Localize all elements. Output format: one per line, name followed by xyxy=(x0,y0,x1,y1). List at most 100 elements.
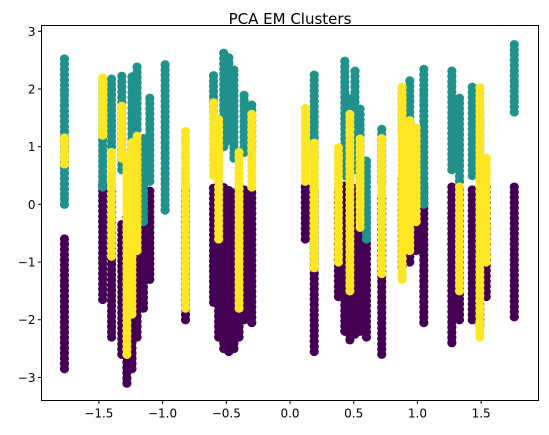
data-point xyxy=(454,93,465,103)
data-point xyxy=(59,133,70,143)
cluster-1-column xyxy=(132,62,142,134)
data-point xyxy=(106,147,117,158)
y-tick-label: 2 xyxy=(28,82,36,96)
data-point xyxy=(509,39,519,50)
data-point xyxy=(405,76,415,86)
x-tick-label: −1.0 xyxy=(148,407,177,421)
cluster-1-column xyxy=(229,65,239,163)
cluster-2-column xyxy=(132,131,142,256)
cluster-2-column xyxy=(345,109,355,296)
cluster-2-column xyxy=(214,114,224,244)
x-axis: −1.5 −1.0 −0.5 0.0 0.5 1.0 1.5 xyxy=(84,400,491,421)
x-tick-label: −0.5 xyxy=(212,407,241,421)
data-point xyxy=(355,134,365,144)
cluster-2-column xyxy=(355,134,365,233)
x-tick-label: 1.0 xyxy=(408,407,427,421)
chart-title: PCA EM Clusters xyxy=(229,10,352,28)
data-point xyxy=(214,114,224,125)
cluster-2-series xyxy=(59,73,491,359)
y-tick-label: 3 xyxy=(28,25,36,39)
data-point xyxy=(132,131,142,141)
cluster-2-column xyxy=(333,143,344,267)
data-point xyxy=(419,64,429,74)
data-point xyxy=(106,74,117,84)
cluster-0-column xyxy=(98,180,108,305)
data-point xyxy=(355,104,365,114)
data-point xyxy=(447,66,457,76)
x-tick-label: 0.5 xyxy=(344,407,363,421)
cluster-0-column xyxy=(509,182,519,322)
cluster-0-column xyxy=(467,185,477,325)
data-point xyxy=(59,234,70,244)
data-point xyxy=(411,123,421,133)
data-point xyxy=(98,73,108,83)
cluster-2-column xyxy=(481,153,491,267)
data-point xyxy=(224,53,234,63)
data-point xyxy=(229,65,239,75)
cluster-1-column xyxy=(467,82,477,181)
data-point xyxy=(234,147,244,158)
data-point xyxy=(377,124,387,134)
cluster-0-column xyxy=(59,234,70,374)
data-point xyxy=(208,98,219,108)
data-point xyxy=(405,116,415,126)
cluster-2-column xyxy=(377,133,387,279)
data-point xyxy=(239,90,249,100)
x-tick-label: −1.5 xyxy=(84,407,113,421)
y-tick-label: −3 xyxy=(18,371,36,385)
cluster-2-column xyxy=(300,103,310,186)
cluster-1-column xyxy=(160,60,170,215)
cluster-2-column xyxy=(234,147,244,313)
scatter-points xyxy=(59,39,519,388)
cluster-2-column xyxy=(247,109,257,192)
cluster-0-column xyxy=(247,188,257,328)
data-point xyxy=(117,71,127,81)
data-point xyxy=(247,109,257,119)
y-tick-label: 1 xyxy=(28,140,36,154)
y-tick-label: −2 xyxy=(18,313,36,327)
x-tick-label: 1.5 xyxy=(472,407,491,421)
cluster-2-column xyxy=(454,182,465,296)
y-tick-label: 0 xyxy=(28,198,36,212)
data-point xyxy=(309,70,319,80)
cluster-2-column xyxy=(98,73,108,140)
data-point xyxy=(475,83,485,93)
data-point xyxy=(509,182,519,192)
cluster-2-column xyxy=(309,138,319,273)
data-point xyxy=(247,100,257,110)
cluster-2-column xyxy=(411,123,421,227)
cluster-0-column xyxy=(300,182,310,244)
cluster-1-column xyxy=(454,93,465,186)
data-point xyxy=(397,82,407,92)
data-point xyxy=(160,60,170,70)
data-point xyxy=(454,182,465,192)
x-tick-label: 0.0 xyxy=(280,407,299,421)
data-point xyxy=(481,153,491,163)
data-point xyxy=(59,54,70,64)
y-tick-label: −1 xyxy=(18,256,36,270)
cluster-1-column xyxy=(145,93,155,186)
data-point xyxy=(345,109,355,119)
cluster-2-column xyxy=(180,127,191,313)
data-point xyxy=(208,71,219,81)
data-point xyxy=(350,66,360,76)
data-point xyxy=(300,103,310,114)
cluster-0-column xyxy=(447,182,457,348)
cluster-2-column xyxy=(106,147,117,261)
cluster-2-column xyxy=(59,133,70,169)
data-point xyxy=(467,82,477,92)
data-point xyxy=(309,138,319,148)
y-axis: −3 −2 −1 0 1 2 3 xyxy=(18,25,42,385)
data-point xyxy=(117,101,127,111)
data-point xyxy=(340,56,350,66)
data-point xyxy=(145,93,155,103)
cluster-1-column xyxy=(59,54,70,209)
cluster-2-column xyxy=(397,82,407,284)
data-point xyxy=(377,133,387,144)
data-point xyxy=(333,143,344,153)
cluster-1-column xyxy=(447,66,457,175)
data-point xyxy=(132,62,142,72)
cluster-1-column xyxy=(509,39,519,117)
cluster-1-column xyxy=(106,74,117,152)
